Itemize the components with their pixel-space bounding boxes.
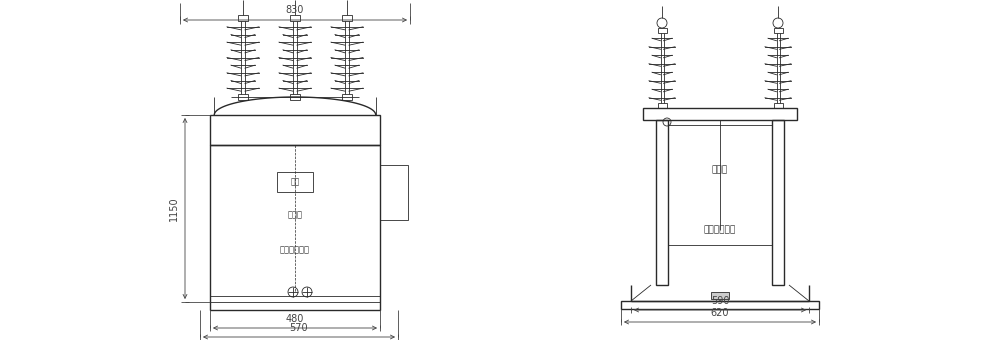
Bar [380,165,408,220]
Text: 480: 480 [286,314,304,324]
Text: 570: 570 [290,323,308,333]
Bar [621,301,819,309]
Bar [658,103,666,108]
Text: 组合互感器室: 组合互感器室 [704,225,736,235]
Text: 590: 590 [711,296,729,306]
Text: 铭牌: 铭牌 [290,177,300,187]
Text: 开关室: 开关室 [712,166,728,174]
Text: 1150: 1150 [169,196,179,221]
Bar [342,94,352,100]
Bar [711,292,729,299]
Bar [342,15,352,21]
Bar [238,15,248,21]
Text: 组合互感器室: 组合互感器室 [280,245,310,255]
Bar [668,125,772,245]
Bar [656,120,668,285]
Text: 620: 620 [711,308,729,318]
Bar [238,94,248,100]
Text: 开关室: 开关室 [288,210,302,220]
Bar [772,120,784,285]
Bar [210,145,380,310]
Bar [210,115,380,145]
Bar [774,103,782,108]
Bar [277,172,313,192]
Text: 830: 830 [286,5,304,15]
Bar [774,28,782,33]
Bar [290,15,300,21]
Bar [643,108,797,120]
Bar [658,28,666,33]
Bar [290,94,300,100]
